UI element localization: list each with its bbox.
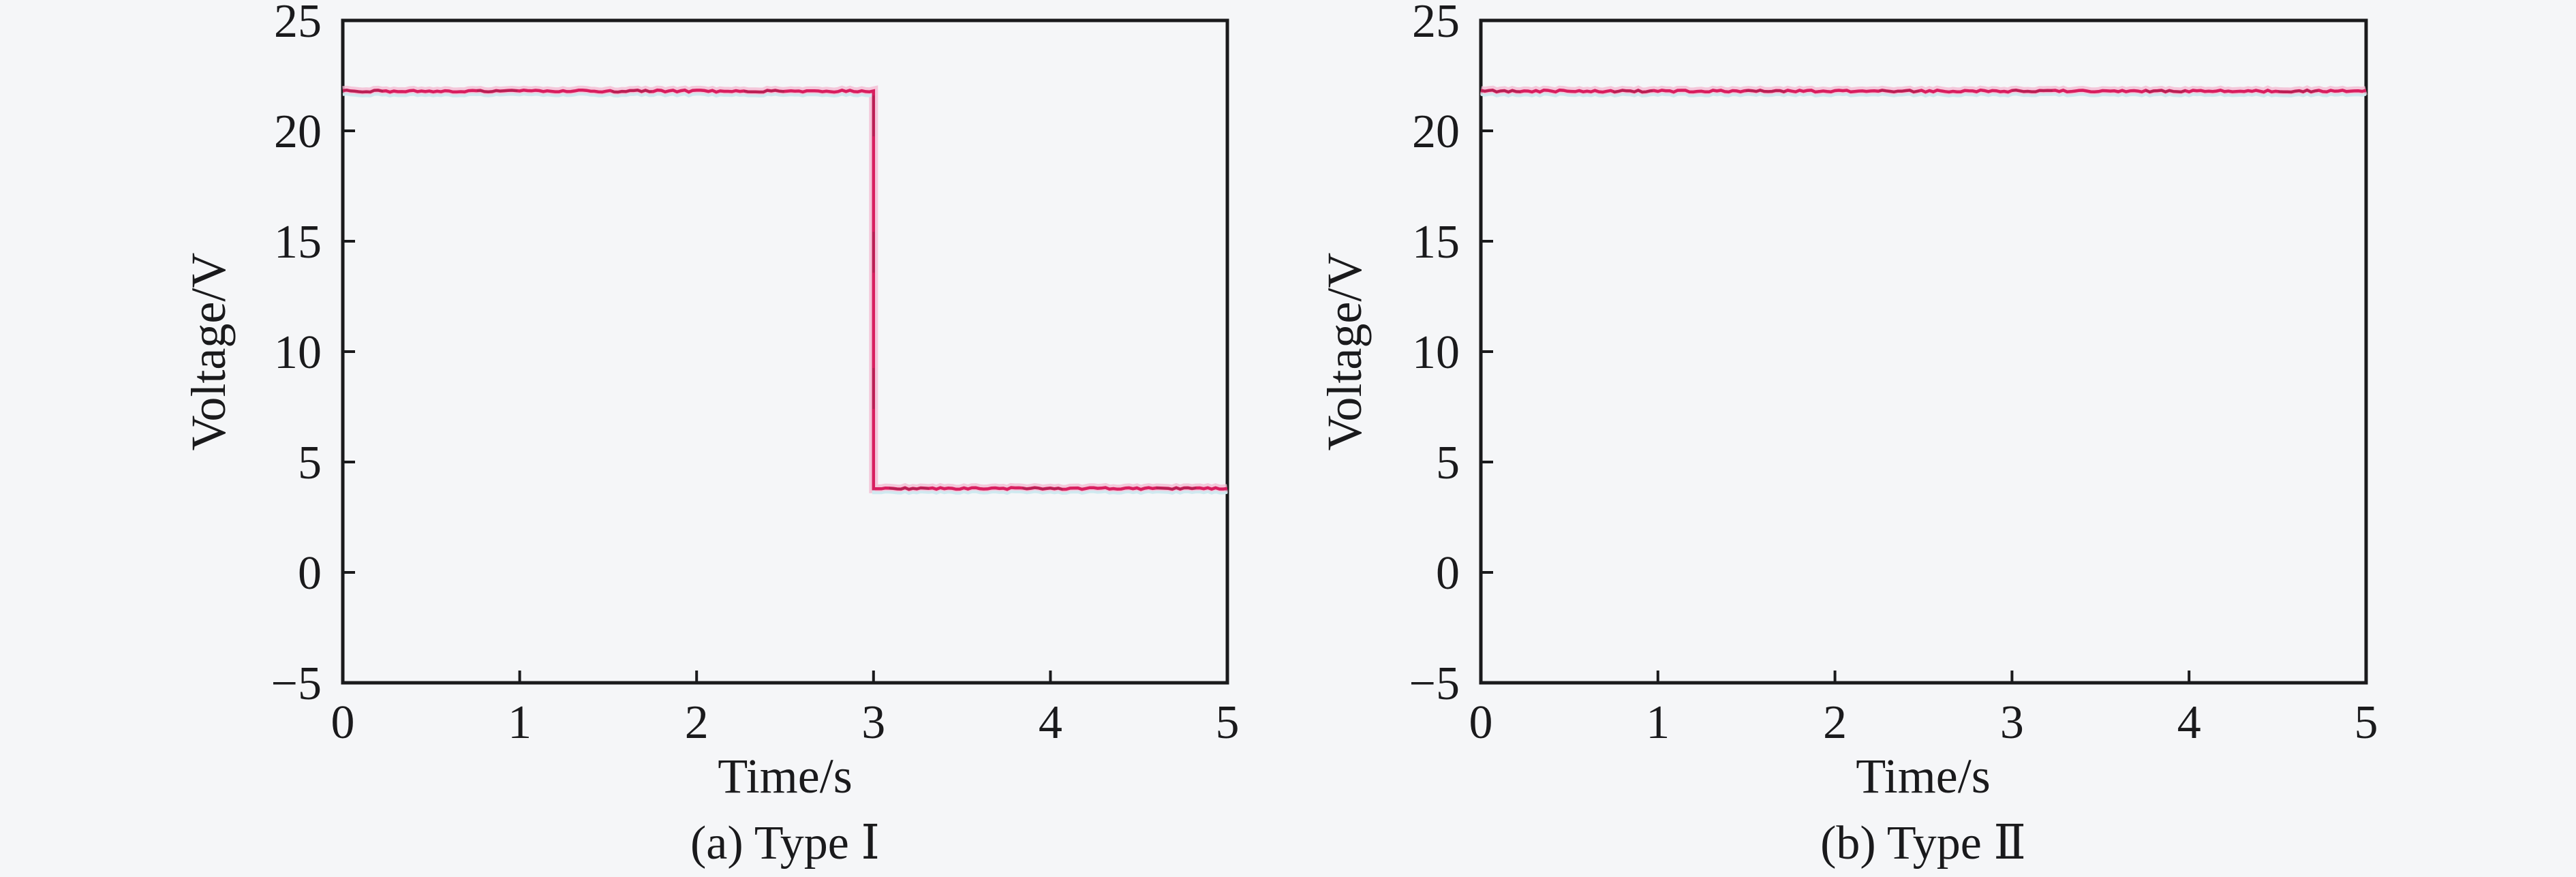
x-tick-label: 2: [685, 696, 709, 749]
x-tick-label: 0: [331, 696, 355, 749]
y-tick-label: 10: [1412, 326, 1460, 379]
voltage-trace: [1480, 88, 2367, 94]
y-tick-label: 25: [1412, 0, 1460, 48]
x-tick-label: 4: [1039, 696, 1062, 749]
y-tick-label: 20: [1412, 106, 1460, 158]
chart-a-x-axis-label: Time/s: [718, 749, 852, 803]
chart-a-caption: (a) Type Ⅰ: [690, 817, 880, 870]
y-tick-label: 5: [298, 437, 322, 489]
y-tick-label: −5: [1409, 658, 1460, 710]
x-tick-label: 3: [2000, 696, 2024, 749]
x-tick-label: 5: [2355, 696, 2378, 749]
x-tick-label: 3: [861, 696, 885, 749]
y-tick-label: 15: [274, 216, 322, 268]
voltage-trace-overlay: [342, 89, 1228, 491]
voltage-trace-underglow: [1480, 93, 2367, 98]
y-tick-label: 25: [274, 0, 322, 48]
x-tick-label: 0: [1469, 696, 1493, 749]
chart-b-series: [1479, 85, 2367, 98]
x-tick-label: 5: [1216, 696, 1240, 749]
y-tick-label: 15: [1412, 216, 1460, 268]
voltage-trace-halo: [342, 85, 1228, 495]
y-tick-label: −5: [271, 658, 322, 710]
chart-a-y-axis-label: Voltage/V: [181, 253, 236, 451]
chart-b-caption: (b) Type Ⅱ: [1820, 817, 2026, 870]
chart-b-x-axis-label: Time/s: [1856, 749, 1990, 803]
chart-a-series: [342, 85, 1228, 495]
y-tick-label: 0: [1436, 547, 1460, 600]
x-tick-label: 1: [508, 696, 532, 749]
y-tick-label: 20: [274, 106, 322, 158]
x-tick-label: 2: [1823, 696, 1847, 749]
voltage-trace-underglow: [342, 93, 1228, 495]
plot-frame: [1479, 18, 2368, 685]
x-tick-label: 1: [1646, 696, 1670, 749]
y-tick-label: 0: [298, 547, 322, 600]
y-tick-label: 5: [1436, 437, 1460, 489]
plot-frame: [341, 18, 1229, 685]
y-tick-label: 10: [274, 326, 322, 379]
x-tick-label: 4: [2177, 696, 2201, 749]
voltage-trace-overlay: [1480, 89, 2367, 93]
chart-b-y-axis-label: Voltage/V: [1317, 253, 1372, 451]
voltage-trace: [342, 88, 1228, 491]
